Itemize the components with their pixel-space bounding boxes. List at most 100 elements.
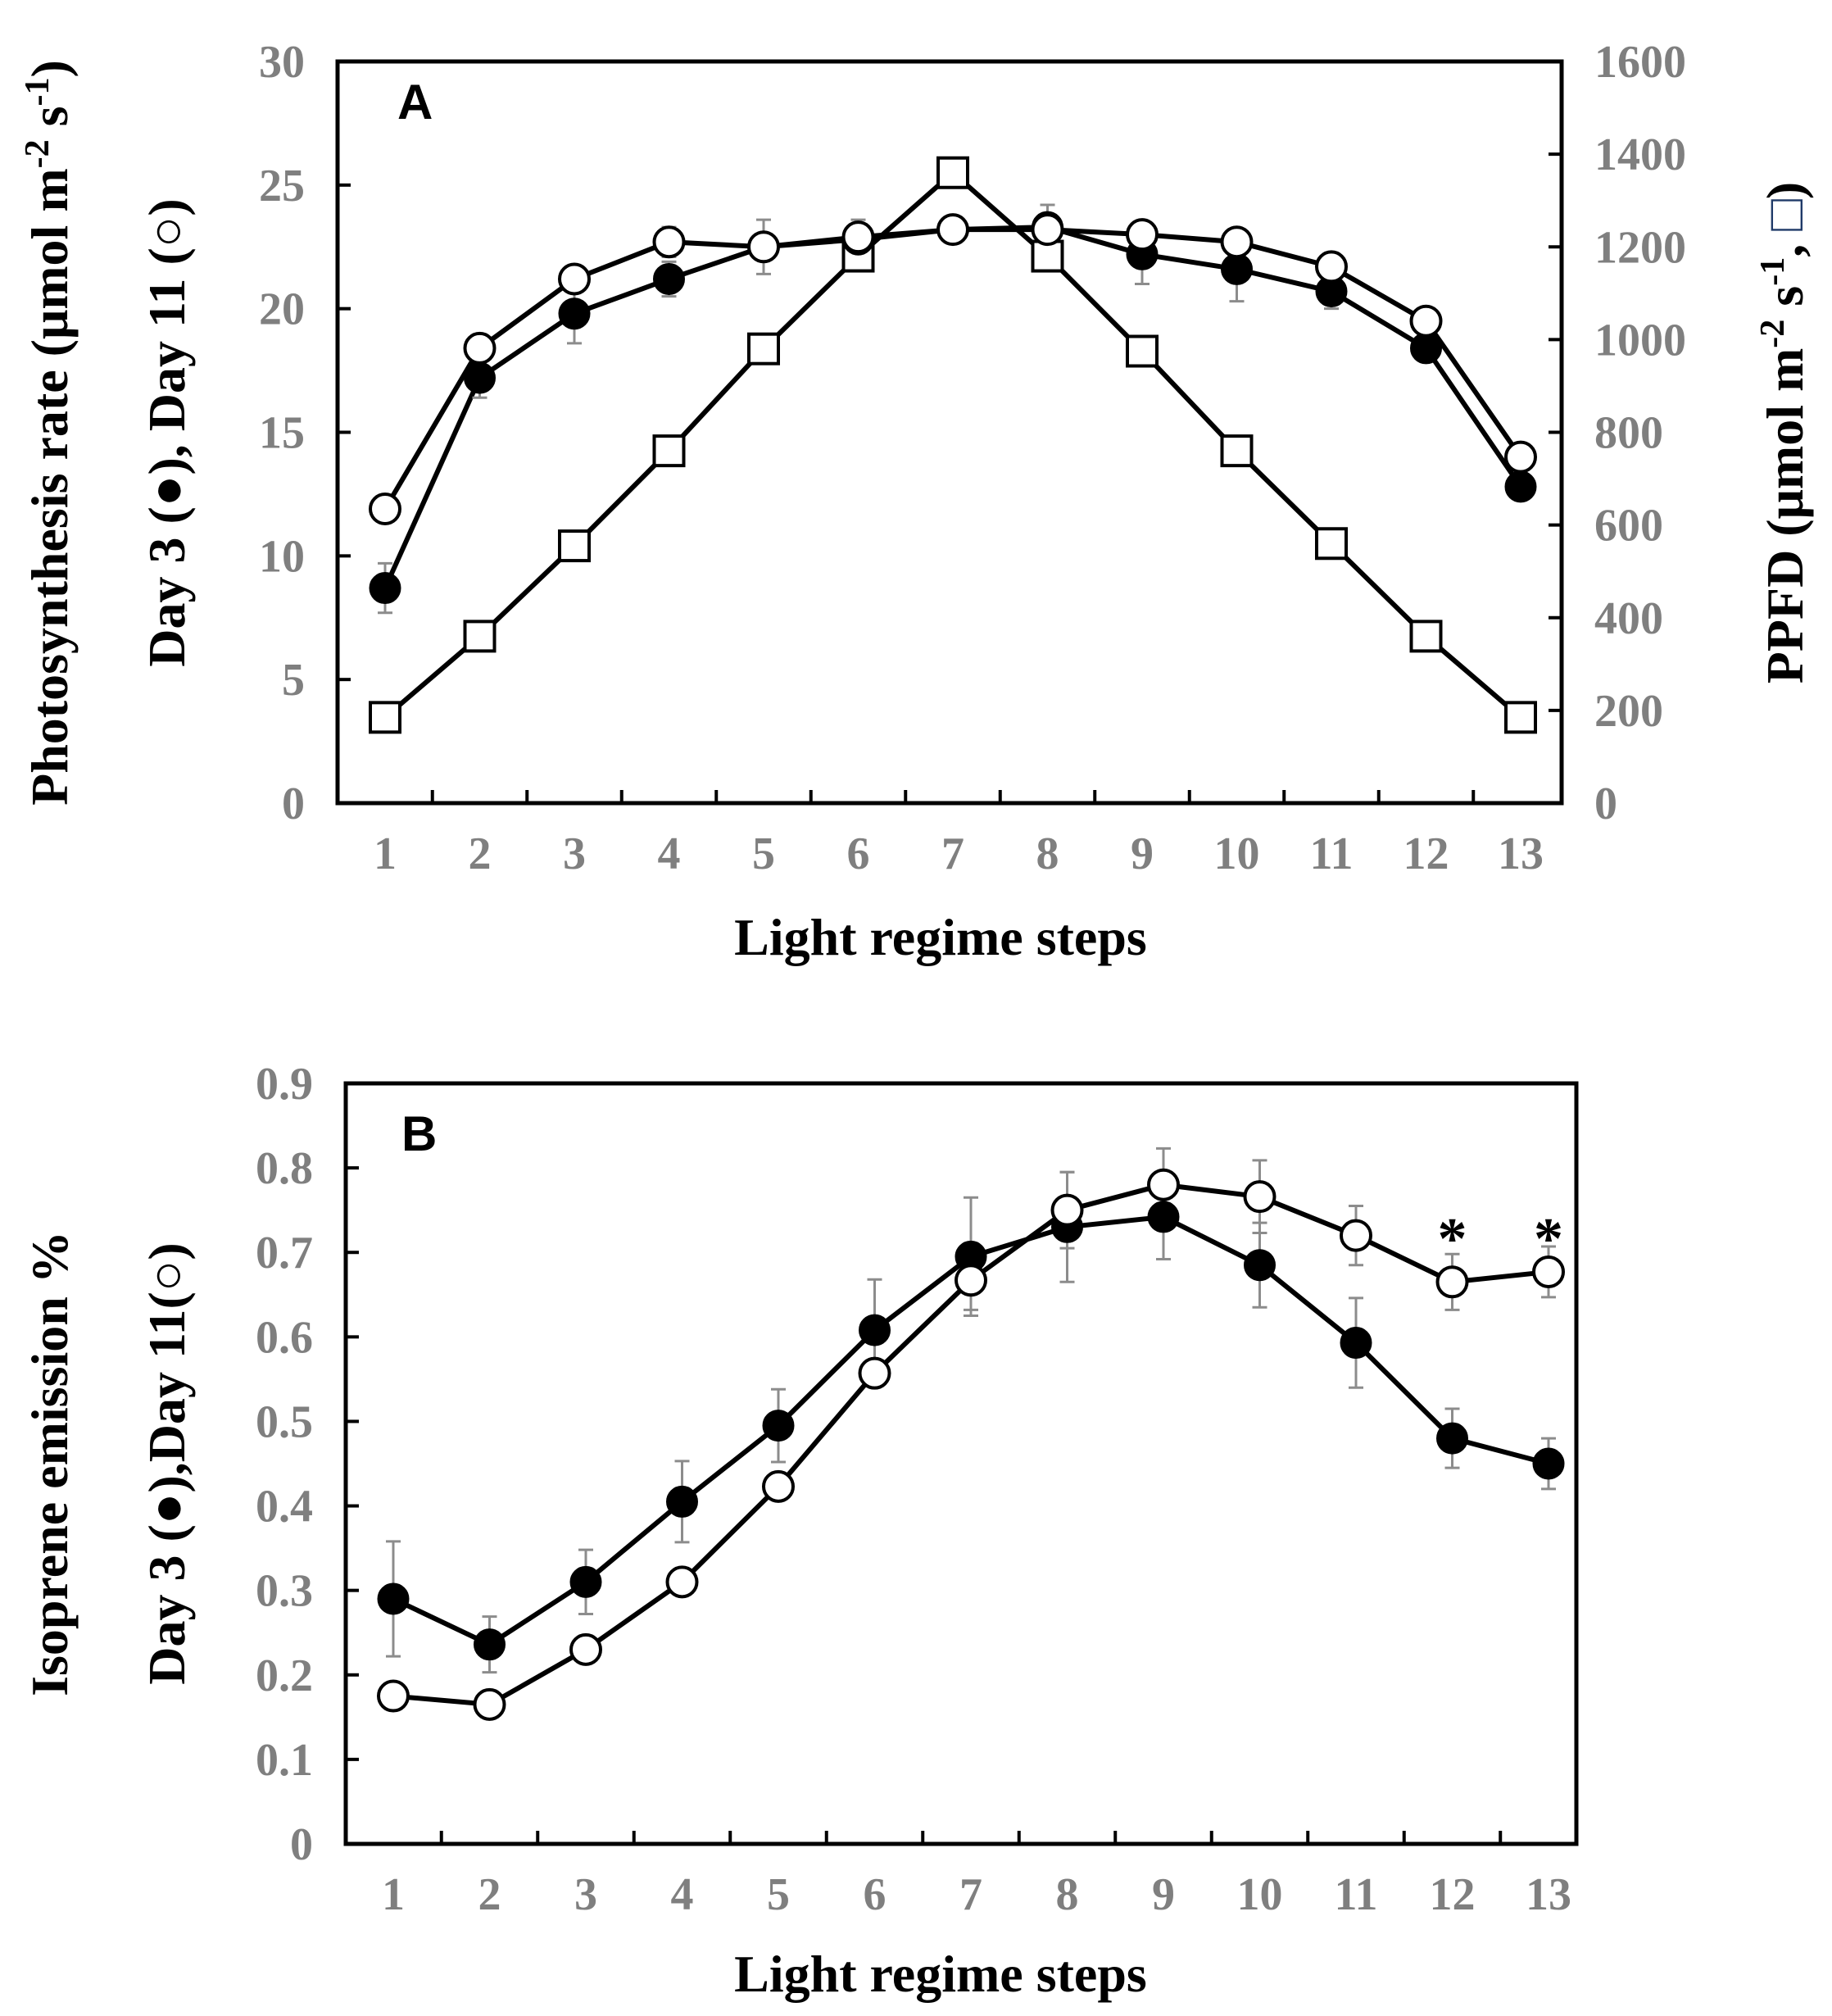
x-tick-label: 13: [1498, 829, 1544, 879]
marker-day-11: [377, 1679, 410, 1713]
marker-day-11: [665, 1565, 699, 1599]
marker-day-3: [377, 1582, 410, 1615]
marker-day-11: [1050, 1193, 1084, 1227]
marker-day-11: [1435, 1265, 1469, 1299]
marker-ppfd: [1504, 701, 1537, 734]
x-tick-label: 5: [767, 1869, 790, 1920]
marker-day-11: [1504, 440, 1537, 474]
marker-ppfd: [463, 620, 497, 653]
marker-day-3: [859, 1314, 891, 1346]
x-tick-label: 3: [574, 1869, 597, 1920]
y-tick-label: 0.2: [256, 1650, 313, 1701]
series-line-ppfd: [383, 169, 1522, 720]
y-tick-label: 10: [259, 531, 305, 582]
y-axis-title-line2: Day 3 (●),Day 11(○): [138, 1242, 196, 1684]
x-axis-title: Light regime steps: [734, 908, 1147, 966]
y-tick-label: 25: [259, 161, 305, 211]
x-tick-label: 6: [864, 1869, 887, 1920]
y-axis-title-line1: Photosynthesis rate (μmol m-2 s-1): [19, 60, 79, 806]
x-tick-label: 8: [1036, 829, 1059, 879]
y-tick-label: 30: [259, 37, 305, 88]
marker-day-11: [369, 493, 401, 526]
x-tick-label: 5: [752, 829, 775, 879]
x-tick-label: 2: [478, 1869, 501, 1920]
marker-day-11: [463, 331, 497, 365]
marker-ppfd: [1126, 334, 1159, 368]
x-tick-label: 13: [1526, 1869, 1571, 1920]
marker-day-11: [473, 1687, 506, 1721]
x-tick-label: 8: [1056, 1869, 1079, 1920]
x-tick-label: 11: [1335, 1869, 1378, 1920]
marker-day-11: [955, 1264, 987, 1297]
x-tick-label: 7: [959, 1869, 982, 1920]
marker-day-11: [1315, 250, 1348, 284]
x-tick-label: 4: [658, 829, 681, 879]
marker-day-3: [1340, 1327, 1372, 1360]
y-tick-label: 15: [259, 408, 305, 459]
x-tick-label: 10: [1214, 829, 1260, 879]
y-tick-label: 0.9: [256, 1059, 313, 1110]
marker-day-3: [1147, 1201, 1180, 1233]
y-tick-label: 0.8: [256, 1143, 313, 1194]
marker-day-11: [1532, 1255, 1565, 1288]
marker-ppfd: [369, 701, 401, 734]
marker-day-11: [1220, 225, 1254, 259]
marker-day-3: [1244, 1249, 1276, 1282]
x-tick-label: 1: [374, 829, 397, 879]
marker-day-11: [1409, 304, 1443, 338]
panel-a: 1 2 3 4 5 6 7 8 9 10 11 12 1305101520253002004006008…: [19, 37, 1814, 966]
x-tick-label: 3: [563, 829, 586, 879]
marker-day-11: [1126, 218, 1159, 252]
y-tick-label: 0.5: [256, 1396, 313, 1447]
marker-day-11: [1147, 1168, 1180, 1201]
marker-day-11: [936, 213, 969, 247]
y-tick-label: 0.7: [256, 1228, 313, 1278]
x-tick-label: 1: [382, 1869, 405, 1920]
marker-day-3: [474, 1628, 506, 1661]
y-tick-label: 5: [282, 655, 305, 706]
series-line-day-3: [383, 225, 1523, 589]
panel-label-a: A: [397, 75, 433, 129]
y2-tick-label: 1200: [1594, 222, 1686, 273]
y-tick-label: 0.1: [256, 1735, 313, 1786]
y-axis-title-line1: Isoprene emission %: [20, 1231, 79, 1696]
y-tick-label: 0.3: [256, 1566, 313, 1617]
x-tick-label: 7: [941, 829, 964, 879]
marker-day-11: [569, 1632, 602, 1666]
marker-day-3: [569, 1565, 602, 1598]
marker-day-3: [653, 262, 685, 295]
significance-marker: *: [1534, 1206, 1563, 1272]
y2-tick-label: 400: [1594, 593, 1663, 644]
y2-tick-label: 600: [1594, 501, 1663, 552]
y-tick-label: 0: [282, 779, 305, 829]
marker-day-3: [464, 361, 496, 394]
marker-day-11: [858, 1356, 891, 1390]
marker-day-11: [1243, 1180, 1277, 1214]
marker-day-3: [666, 1485, 698, 1518]
marker-day-3: [1436, 1422, 1468, 1455]
marker-ppfd: [1409, 620, 1443, 653]
marker-ppfd: [1315, 527, 1348, 561]
panel-label-b: B: [401, 1106, 437, 1161]
marker-ppfd: [1031, 239, 1064, 273]
plot-frame: [343, 1081, 1579, 1846]
x-tick-label: 12: [1430, 1869, 1476, 1920]
x-tick-label: 11: [1310, 829, 1354, 879]
marker-day-11: [652, 225, 686, 259]
y2-tick-label: 1000: [1594, 315, 1686, 366]
x-tick-label: 9: [1152, 1869, 1175, 1920]
panel-b: 1 2 3 4 5 6 7 8 9 10 11 12 1300.10.20.30.40.50.60.70…: [20, 1059, 1579, 2003]
x-tick-label: 10: [1237, 1869, 1283, 1920]
marker-day-11: [841, 220, 875, 254]
y-tick-label: 0.6: [256, 1312, 313, 1363]
marker-ppfd: [747, 332, 780, 366]
y2-tick-label: 200: [1594, 686, 1663, 737]
marker-ppfd: [558, 529, 591, 563]
marker-day-3: [558, 297, 591, 330]
y2-tick-label: 800: [1594, 408, 1663, 459]
y2-tick-label: 0: [1594, 779, 1617, 829]
marker-day-11: [1340, 1219, 1372, 1252]
marker-day-11: [558, 262, 591, 296]
marker-day-11: [1031, 213, 1064, 247]
